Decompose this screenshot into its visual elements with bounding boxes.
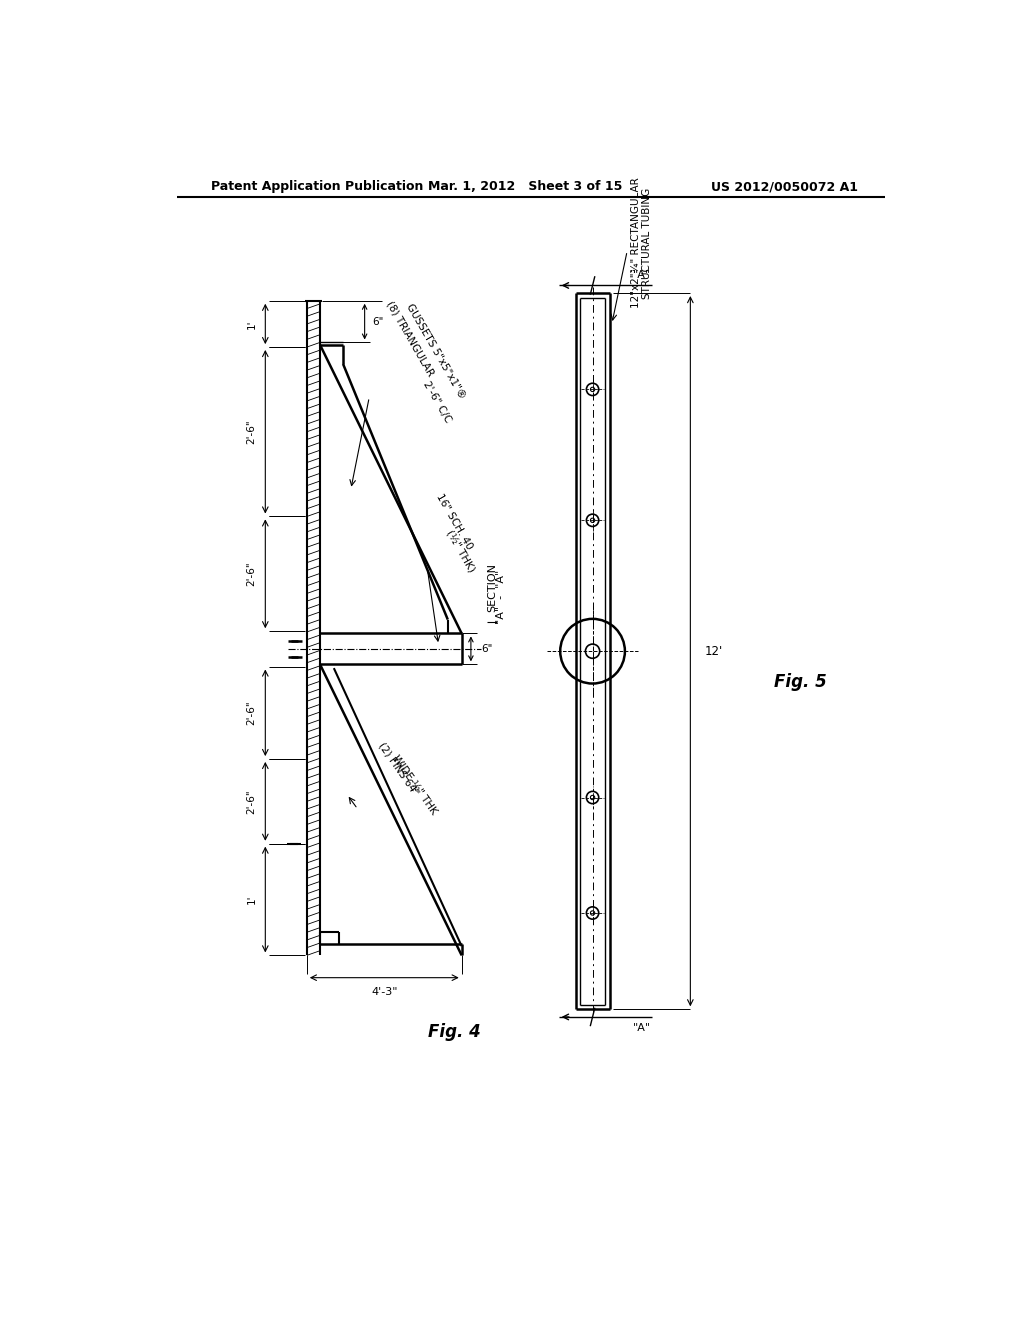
Text: 4'-3": 4'-3" — [371, 986, 397, 997]
Text: 1': 1' — [247, 319, 256, 329]
Text: "A": "A" — [633, 269, 651, 280]
Text: SECTION: SECTION — [487, 562, 497, 611]
Text: US 2012/0050072 A1: US 2012/0050072 A1 — [712, 181, 858, 194]
Text: Fig. 4: Fig. 4 — [428, 1023, 480, 1041]
Text: 1': 1' — [247, 895, 256, 904]
Text: 2'-6": 2'-6" — [247, 701, 256, 725]
Text: Mar. 1, 2012   Sheet 3 of 15: Mar. 1, 2012 Sheet 3 of 15 — [428, 181, 622, 194]
Text: "A": "A" — [633, 1023, 651, 1032]
Text: 12"x2"¾" RECTANGULAR: 12"x2"¾" RECTANGULAR — [631, 178, 641, 309]
Text: STRUCTURAL TUBING: STRUCTURAL TUBING — [642, 187, 652, 298]
Text: Fig. 5: Fig. 5 — [774, 673, 826, 690]
Text: 16" SCH. 40: 16" SCH. 40 — [435, 492, 475, 552]
Text: 6": 6" — [373, 317, 384, 326]
Text: WIDE ½" THK: WIDE ½" THK — [391, 754, 439, 817]
Text: 2'-6" C/C: 2'-6" C/C — [422, 379, 454, 424]
Text: GUSSETS 5"x5"x1"®: GUSSETS 5"x5"x1"® — [403, 302, 467, 401]
Text: 12': 12' — [705, 644, 723, 657]
Text: Patent Application Publication: Patent Application Publication — [211, 181, 424, 194]
Text: (8) TRIANGULAR: (8) TRIANGULAR — [385, 300, 436, 378]
Text: 2'-6": 2'-6" — [247, 420, 256, 444]
Text: 6": 6" — [481, 644, 493, 653]
Text: 2'-6": 2'-6" — [247, 561, 256, 586]
Text: 2'-6": 2'-6" — [247, 789, 256, 813]
Text: "A"  -  "A": "A" - "A" — [497, 569, 506, 623]
Text: (½" THK): (½" THK) — [444, 528, 477, 574]
Text: (2) FINS 64": (2) FINS 64" — [377, 741, 421, 797]
